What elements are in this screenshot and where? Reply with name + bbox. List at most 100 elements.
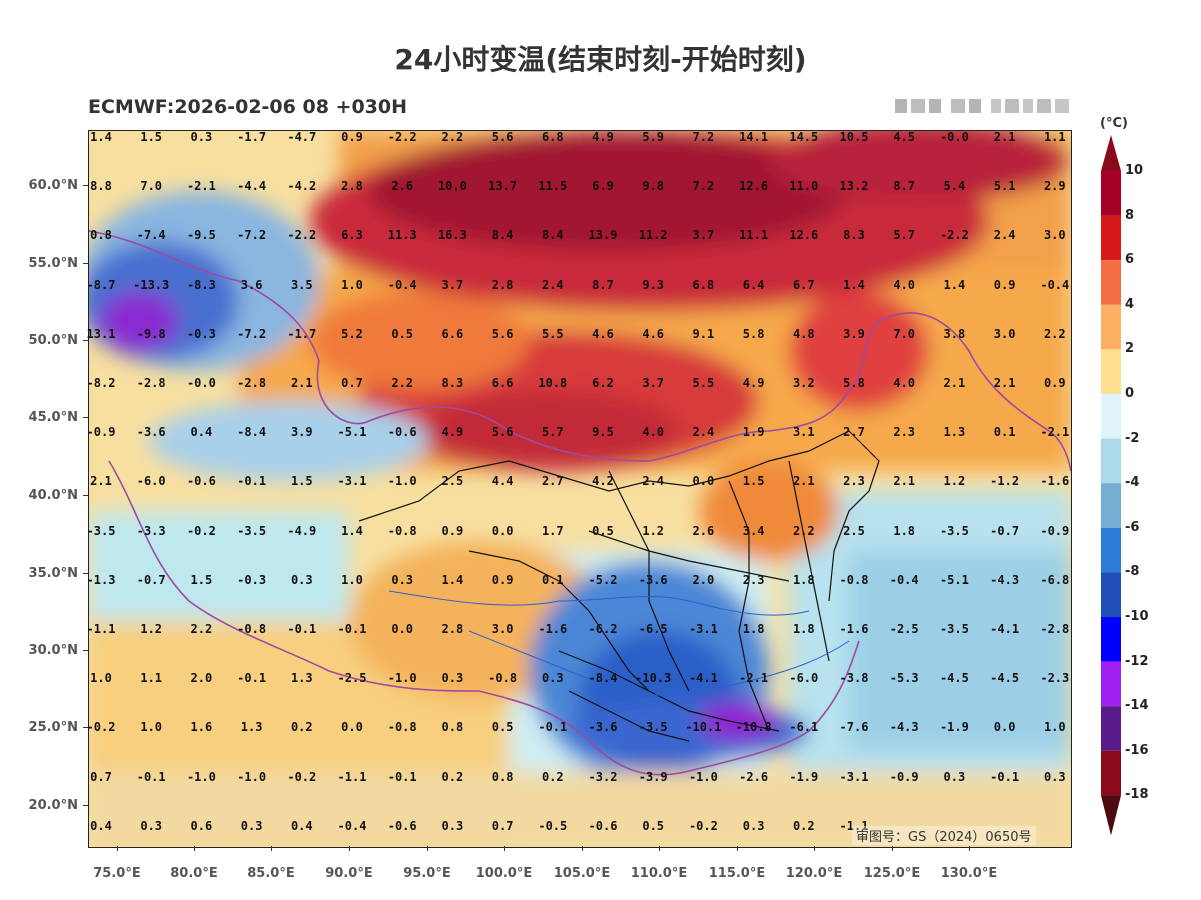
grid-value: 5.9	[642, 130, 665, 144]
grid-value: 6.8	[692, 277, 715, 292]
lat-tick	[83, 650, 88, 651]
colorbar-segment	[1101, 394, 1121, 439]
grid-value: 0.4	[290, 818, 313, 833]
grid-value: -0.8	[387, 523, 417, 538]
grid-value: -0.2	[86, 720, 116, 735]
grid-value: 3.7	[692, 228, 715, 243]
lon-label: 105.0°E	[553, 866, 611, 881]
grid-value: -10.1	[685, 720, 722, 735]
grid-value: 3.0	[491, 622, 514, 636]
grid-value: -0.8	[839, 572, 869, 587]
grid-value: -5.2	[588, 572, 618, 587]
colorbar-segment	[1101, 617, 1121, 662]
grid-value: 0.8	[441, 720, 464, 735]
grid-value: 0.5	[491, 720, 514, 735]
grid-value: 0.4	[190, 425, 213, 440]
grid-value: 2.4	[642, 474, 665, 489]
grid-value: -3.1	[337, 474, 367, 489]
grid-value: 2.7	[541, 474, 564, 489]
grid-value: 0.7	[90, 769, 112, 784]
grid-value: -0.1	[337, 622, 367, 636]
grid-value: 2.1	[943, 376, 966, 390]
grid-value: -4.5	[990, 671, 1020, 686]
grid-value: 3.8	[943, 326, 966, 341]
grid-value: 0.4	[90, 818, 112, 833]
lat-tick	[83, 805, 88, 806]
grid-value: 4.4	[491, 474, 514, 489]
grid-value: -1.7	[287, 326, 317, 341]
grid-value: 8.3	[843, 228, 865, 243]
lat-tick	[83, 727, 88, 728]
grid-value: 6.6	[491, 376, 514, 390]
grid-value: 5.4	[943, 179, 966, 194]
grid-value: -6.0	[136, 474, 166, 489]
colorbar-label: -8	[1125, 564, 1140, 580]
grid-value: 9.1	[692, 326, 715, 341]
grid-value: 1.0	[1043, 720, 1066, 735]
grid-value: 0.9	[993, 277, 1016, 292]
grid-value: 0.7	[341, 376, 363, 390]
grid-value: 0.3	[541, 671, 564, 686]
grid-value: -0.6	[186, 474, 216, 489]
grid-value: -13.3	[133, 277, 170, 292]
grid-value: 0.5	[642, 818, 665, 833]
colorbar-segment	[1101, 260, 1121, 305]
grid-value: -5.1	[939, 572, 969, 587]
lon-tick	[194, 846, 195, 851]
grid-value: 1.0	[341, 572, 363, 587]
lon-label: 90.0°E	[325, 866, 373, 881]
grid-value: -1.0	[688, 769, 718, 784]
lon-tick	[504, 846, 505, 851]
grid-value: -7.6	[839, 720, 869, 735]
grid-value: -3.6	[638, 572, 668, 587]
grid-value: 1.2	[943, 474, 966, 489]
grid-value: 0.3	[290, 572, 313, 587]
lon-tick	[117, 846, 118, 851]
grid-value: -0.4	[387, 277, 417, 292]
grid-value: -0.8	[488, 671, 518, 686]
grid-value: 0.3	[391, 572, 414, 587]
grid-value: -7.2	[237, 228, 267, 243]
grid-value: 1.1	[1043, 130, 1066, 144]
grid-value: 0.2	[441, 769, 464, 784]
grid-value: -2.2	[387, 130, 417, 144]
province-borders	[358, 430, 880, 742]
grid-value: 1.7	[541, 523, 564, 538]
lon-label: 85.0°E	[247, 866, 295, 881]
map-review-number: 审图号：GS（2024）0650号	[852, 826, 1036, 845]
grid-value: 6.3	[341, 228, 363, 243]
grid-value: -4.1	[990, 622, 1020, 636]
grid-value: 5.7	[893, 228, 916, 243]
lat-tick	[83, 340, 88, 341]
blurred-watermark	[895, 99, 1069, 113]
grid-value: 3.5	[290, 277, 313, 292]
grid-value: -1.6	[1040, 474, 1070, 489]
colorbar-label: -18	[1125, 787, 1149, 803]
grid-value: 14.5	[789, 130, 819, 144]
grid-value: 0.3	[1043, 769, 1066, 784]
lat-label: 50.0°N	[28, 333, 78, 348]
colorbar-segment	[1101, 483, 1121, 528]
grid-value: 9.5	[592, 425, 614, 440]
grid-value: -0.2	[287, 769, 317, 784]
grid-value: -3.3	[136, 523, 166, 538]
grid-value: 7.0	[140, 179, 163, 194]
colorbar-top-arrow	[1101, 135, 1121, 171]
grid-value: 0.8	[491, 769, 514, 784]
grid-value: -10.8	[735, 720, 772, 735]
grid-value: 0.0	[692, 474, 715, 489]
grid-value: 1.5	[190, 572, 213, 587]
grid-value: 7.0	[893, 326, 916, 341]
grid-value: 3.9	[843, 326, 865, 341]
grid-value: -8.2	[86, 376, 116, 390]
grid-value: -0.1	[237, 474, 267, 489]
lon-tick	[271, 846, 272, 851]
grid-value: 0.9	[441, 523, 464, 538]
lon-tick	[582, 846, 583, 851]
grid-value: -2.1	[186, 179, 216, 194]
map-title: 24小时变温(结束时刻-开始时刻)	[394, 43, 807, 76]
grid-value: 4.8	[792, 326, 815, 341]
grid-value: 0.3	[441, 818, 464, 833]
grid-value: 8.7	[893, 179, 916, 194]
grid-value: 11.0	[789, 179, 819, 194]
